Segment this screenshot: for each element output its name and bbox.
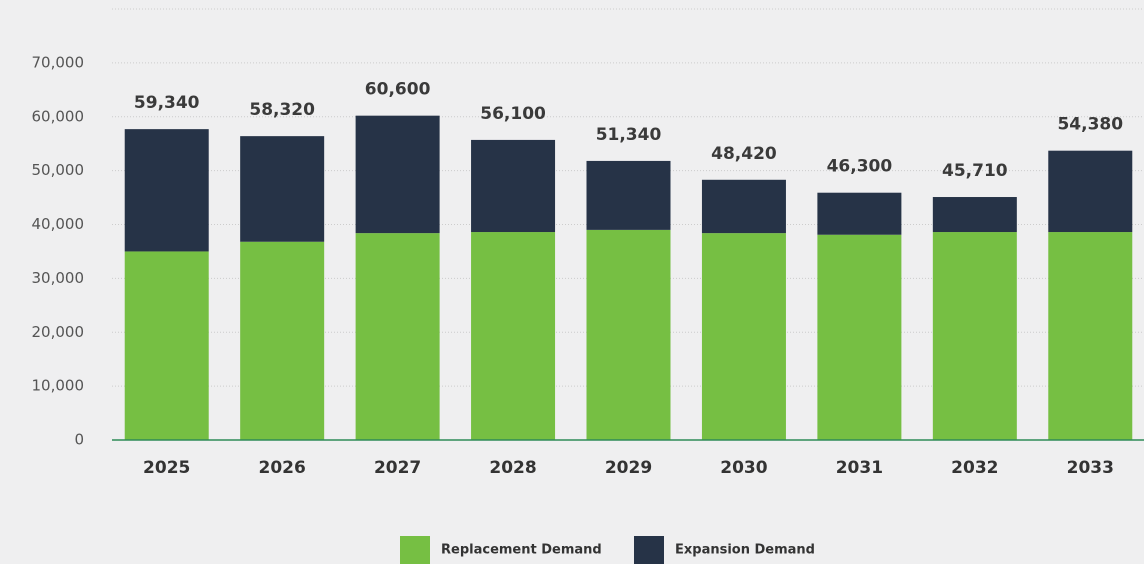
bar-segment [355,233,440,440]
bar-segment [124,251,209,440]
x-tick-label: 2031 [836,458,883,478]
y-tick-label: 60,000 [32,107,85,125]
legend-swatch [400,536,430,564]
y-tick-label: 20,000 [32,323,85,341]
bar-segment [355,115,440,234]
x-tick-label: 2025 [143,458,190,478]
bar-segment [817,234,902,440]
bar-segment [586,160,671,230]
bar-segment [701,233,786,440]
x-tick-label: 2033 [1067,458,1114,478]
x-tick-label: 2030 [720,458,767,478]
bar-segment [124,129,209,252]
total-label: 60,600 [365,80,431,100]
x-tick-label: 2029 [605,458,652,478]
y-tick-label: 50,000 [32,161,85,179]
bar-segment [240,136,325,242]
x-tick-label: 2026 [259,458,306,478]
total-label: 56,100 [480,104,546,124]
bar-segment [471,232,556,440]
y-tick-label: 40,000 [32,215,85,233]
legend-label: Expansion Demand [675,543,815,558]
x-tick-label: 2028 [489,458,536,478]
bar-segment [240,241,325,440]
bar-segment [932,197,1017,233]
y-tick-label: 30,000 [32,269,85,287]
bar-segment [1048,150,1133,233]
total-label: 48,420 [711,144,777,164]
x-tick-label: 2032 [951,458,998,478]
total-label: 54,380 [1057,115,1123,135]
total-label: 46,300 [827,157,893,177]
bar-segment [701,179,786,234]
legend-swatch [634,536,664,564]
y-tick-label: 70,000 [32,53,85,71]
bar-segment [932,232,1017,440]
total-label: 59,340 [134,93,200,113]
bar-segment [817,192,902,235]
total-label: 51,340 [596,125,662,145]
total-label: 58,320 [249,100,315,120]
total-label: 45,710 [942,161,1008,181]
bar-segment [586,229,671,440]
bar-segment [471,139,556,233]
x-tick-label: 2027 [374,458,421,478]
y-tick-label: 0 [74,431,84,449]
legend-label: Replacement Demand [441,543,602,558]
bar-segment [1048,232,1133,440]
y-tick-label: 10,000 [32,377,85,395]
